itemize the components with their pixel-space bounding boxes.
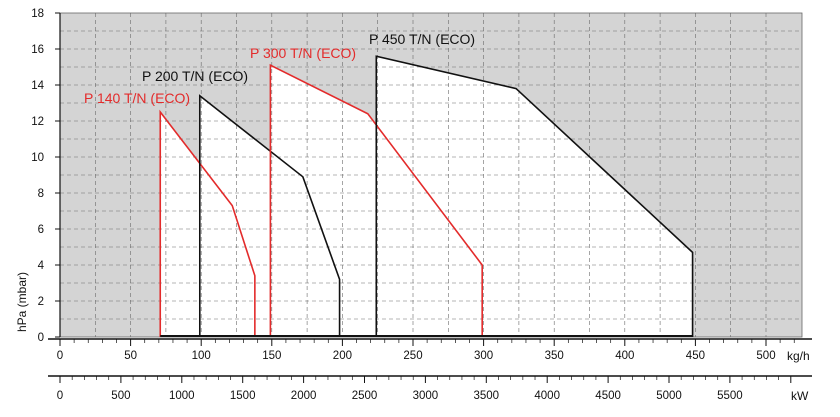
y-tick-label: 2 — [38, 296, 44, 308]
series-labels: P 140 T/N (ECO) P 200 T/N (ECO)P 300 T/N … — [84, 31, 475, 106]
kw-tick-label: 5500 — [717, 390, 743, 402]
kgh-tick-label: 450 — [686, 350, 705, 362]
kgh-tick-label: 400 — [615, 350, 634, 362]
y-tick-label: 4 — [38, 260, 45, 272]
series-line-1 — [159, 109, 256, 337]
y-tick-label: 8 — [38, 188, 44, 200]
kw-tick-label: 3000 — [413, 390, 439, 402]
kw-tick-label: 1500 — [230, 390, 256, 402]
kw-tick-label: 5000 — [656, 390, 682, 402]
kw-tick-label: 4500 — [595, 390, 621, 402]
kgh-tick-label: 50 — [124, 350, 137, 362]
kgh-tick-label: 250 — [403, 350, 422, 362]
kw-tick-label: 500 — [111, 390, 130, 402]
kgh-tick-label: 0 — [57, 350, 63, 362]
kw-tick-label: 2000 — [291, 390, 317, 402]
y-tick-label: 16 — [31, 44, 44, 56]
kgh-tick-label: 350 — [545, 350, 564, 362]
series-label-3: P 300 T/N (ECO) — [250, 45, 356, 61]
envelope-fill-4 — [376, 56, 693, 337]
kgh-tick-label: 150 — [262, 350, 281, 362]
series-line-2 — [198, 94, 341, 337]
kw-tick-label: 1000 — [169, 390, 195, 402]
series-line-3 — [269, 63, 483, 337]
axes: 0 2 4 6 8 10 12 14 16 18 0 50 100 150 200 250 300 350 400 4… — [31, 8, 812, 402]
y-tick-label: 0 — [38, 332, 44, 344]
y-tick-label: 18 — [31, 8, 44, 20]
x-axis-label-kw: kW — [791, 389, 809, 403]
series-line-4 — [375, 55, 694, 337]
y-tick-label: 12 — [31, 116, 44, 128]
y-tick-label: 10 — [31, 152, 44, 164]
kgh-tick-label: 300 — [474, 350, 493, 362]
series-label-1: P 140 T/N (ECO) — [84, 90, 190, 106]
y-tick-label: 6 — [38, 224, 44, 236]
kw-tick-label: 4000 — [534, 390, 560, 402]
series-lines — [159, 55, 694, 337]
y-tick-label: 14 — [31, 80, 44, 92]
x-axis-label-kgh: kg/h — [787, 349, 810, 363]
kgh-tick-label: 500 — [756, 350, 775, 362]
kw-tick-label: 3500 — [474, 390, 500, 402]
kw-tick-label: 0 — [57, 390, 63, 402]
series-label-4: P 450 T/N (ECO) — [369, 31, 475, 47]
y-axis-label: hPa (mbar) — [15, 272, 29, 332]
grid-lines — [59, 12, 803, 338]
series-label-2: P 200 T/N (ECO) — [142, 68, 248, 84]
kgh-tick-label: 200 — [333, 350, 352, 362]
kgh-tick-label: 100 — [192, 350, 211, 362]
kw-tick-label: 2500 — [352, 390, 378, 402]
